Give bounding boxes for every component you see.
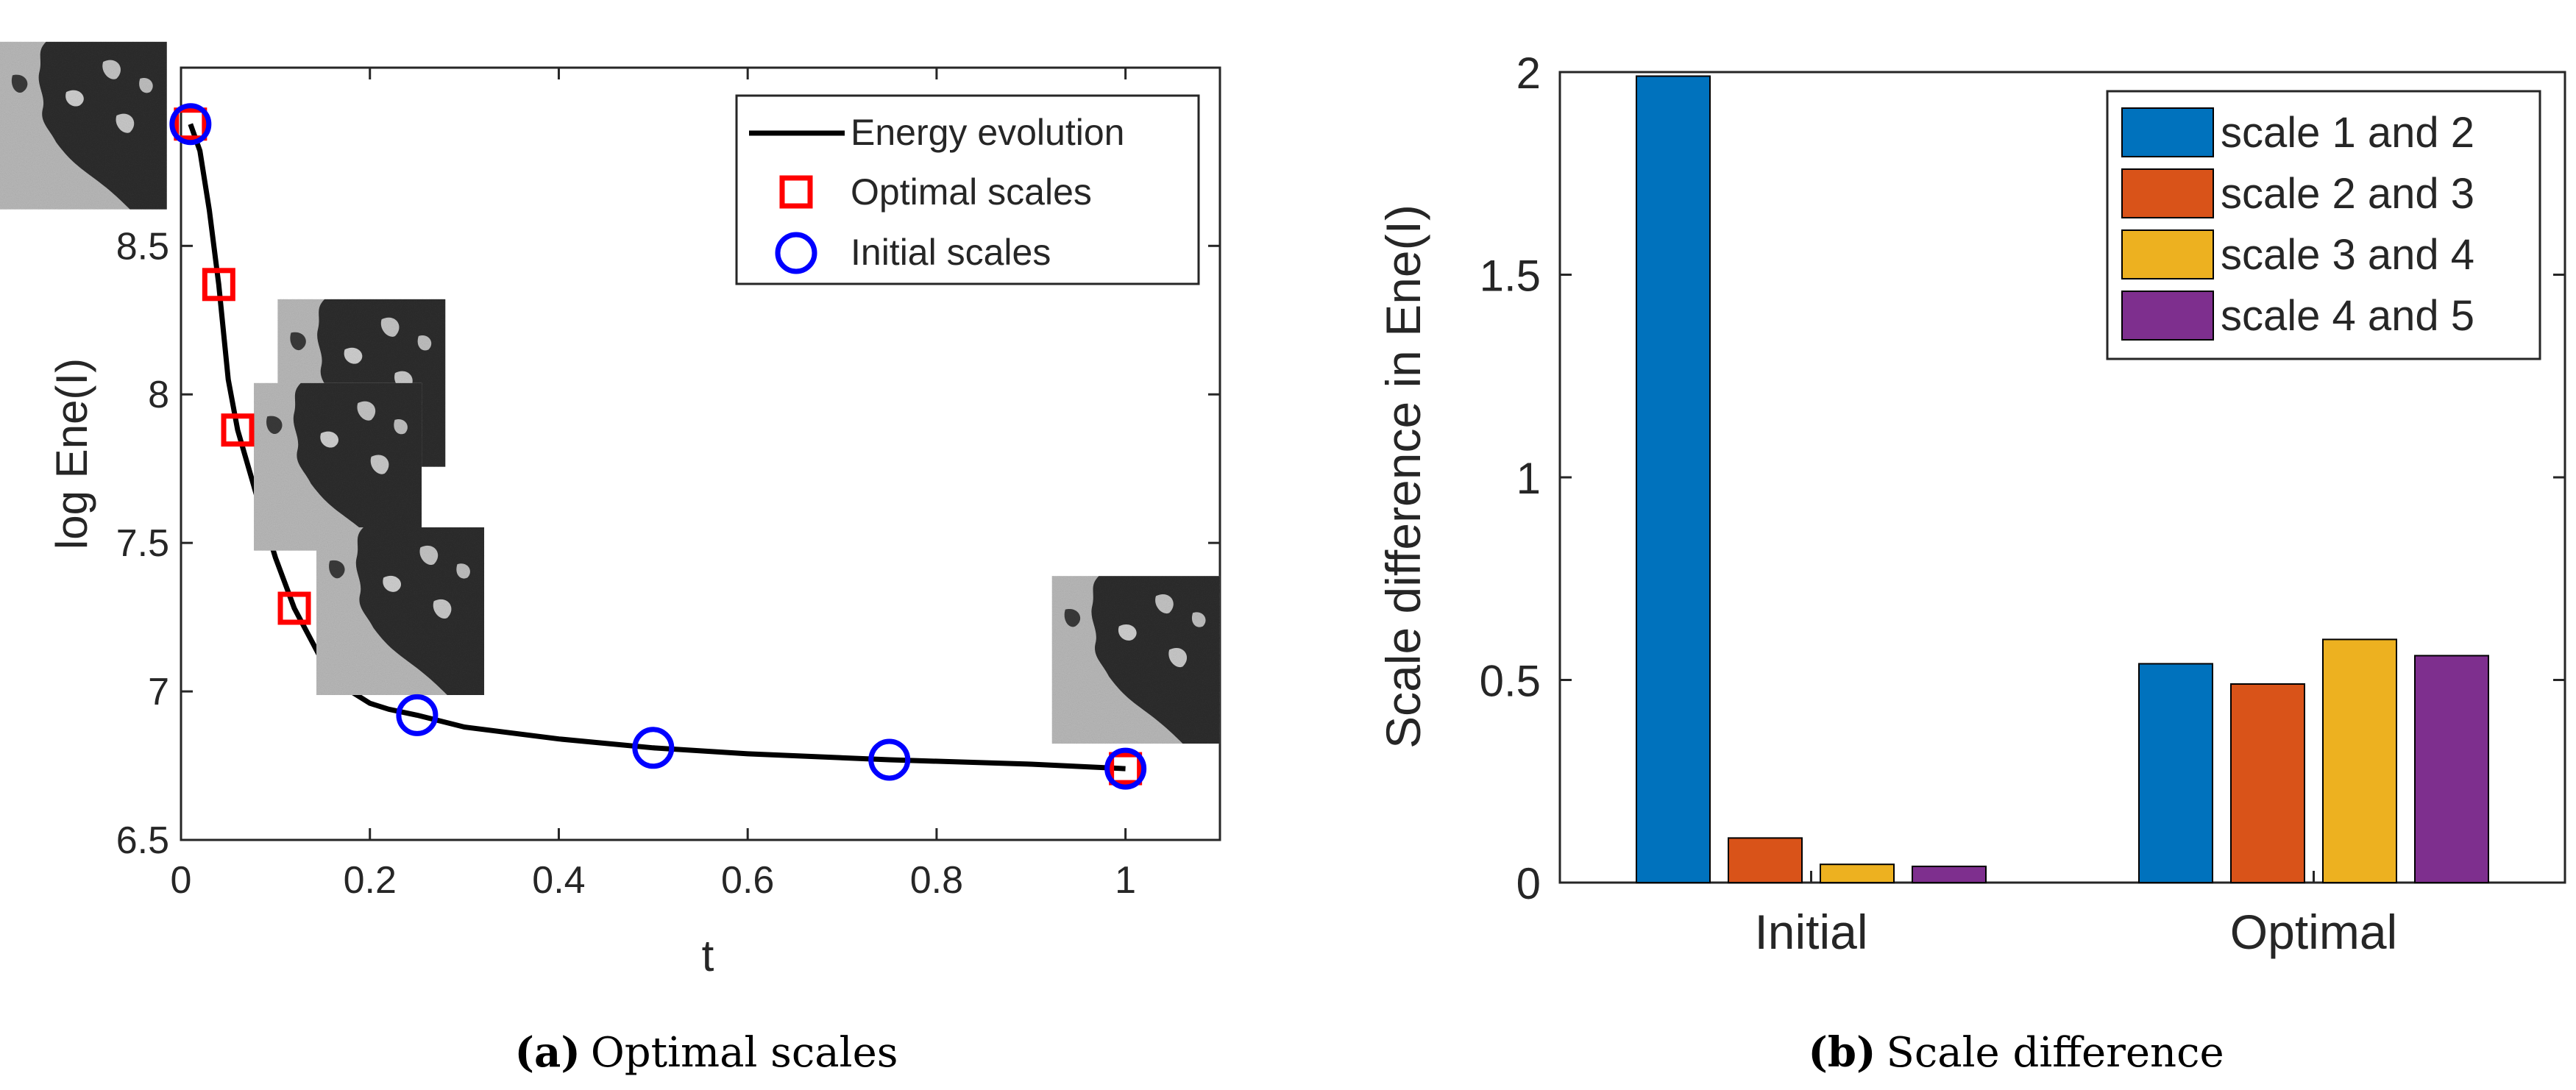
initial-scale-marker: [396, 694, 439, 736]
x-tick-label-a: 0.8: [910, 859, 963, 902]
initial-scale-marker: [169, 103, 212, 146]
y-tick-label-a: 6.5: [116, 819, 169, 862]
x-tick-label-a: 0.4: [532, 859, 585, 902]
bar: [1636, 75, 1711, 883]
bar: [2230, 683, 2305, 883]
caption-b: (b) Scale difference: [1808, 1028, 2224, 1077]
legend-swatch-b: [2121, 291, 2214, 341]
optimal-scale-marker: [221, 413, 255, 447]
caption-b-text: Scale difference: [1887, 1029, 2224, 1077]
axis-ticks-b: 0 0.5 1 1.5 2 Initial Optimal: [1480, 49, 2565, 959]
legend-label-b: scale 1 and 2: [2221, 109, 2474, 157]
thumbnail-scale-3: [254, 382, 422, 551]
optimal-scale-marker: [174, 107, 207, 141]
bar: [2414, 655, 2489, 883]
x-axis-label-a: t: [702, 931, 714, 980]
bar: [1820, 863, 1895, 883]
y-tick-label-b: 1: [1516, 454, 1541, 503]
bar: [2138, 663, 2213, 884]
markers-a: [169, 103, 1147, 790]
category-label: Optimal: [2230, 905, 2397, 959]
initial-scale-marker: [868, 738, 911, 781]
legend-label-initial: Initial scales: [851, 232, 1051, 273]
bar: [1728, 837, 1803, 884]
panel-a-line-chart: 0 0.2 0.4 0.6 0.8 1 6.5 7 7.5 8 8.5 Energy evoluti…: [0, 41, 1221, 1077]
optimal-scale-marker: [202, 268, 235, 302]
y-tick-label-a: 7: [148, 671, 169, 713]
legend-b: scale 1 and 2 scale 2 and 3 scale 3 and 4 s…: [2106, 90, 2541, 360]
y-tick-label-b: 0: [1516, 859, 1541, 908]
y-axis-label-b: Scale difference in Ene(I): [1376, 204, 1430, 749]
y-tick-label-b: 1.5: [1480, 252, 1541, 301]
x-tick-label-a: 1: [1115, 859, 1136, 902]
legend-swatch-optimal: [779, 175, 813, 209]
legend-label-optimal: Optimal scales: [851, 171, 1092, 213]
y-tick-label-a: 7.5: [116, 522, 169, 565]
caption-a-label: (a): [515, 1028, 581, 1077]
y-axis-label-a: log Ene(I): [47, 358, 96, 549]
legend-label-b: scale 4 and 5: [2221, 292, 2474, 340]
bars-b: [1636, 75, 2489, 884]
y-tick-label-b: 2: [1516, 49, 1541, 98]
legend-swatch-b: [2121, 229, 2214, 279]
legend-label-energy: Energy evolution: [851, 112, 1124, 153]
legend-swatch-b: [2121, 168, 2214, 218]
legend-label-b: scale 2 and 3: [2221, 170, 2474, 218]
y-tick-label-a: 8: [148, 374, 169, 416]
y-tick-label-a: 8.5: [116, 225, 169, 268]
x-tick-label-a: 0.6: [721, 859, 774, 902]
category-label: Initial: [1754, 905, 1867, 959]
legend-swatch-initial: [775, 232, 817, 274]
legend-label-b: scale 3 and 4: [2221, 231, 2474, 279]
optimal-scale-marker: [1109, 752, 1143, 786]
caption-a-text: Optimal scales: [591, 1029, 898, 1077]
caption-b-label: (b): [1808, 1028, 1876, 1077]
initial-scale-marker: [632, 727, 675, 769]
x-tick-label-a: 0.2: [344, 859, 397, 902]
thumbnail-scale-4: [316, 527, 485, 695]
thumbnail-scale-1: [0, 41, 167, 210]
y-tick-label-b: 0.5: [1480, 657, 1541, 706]
optimal-scale-marker: [277, 591, 311, 625]
legend-swatch-b: [2121, 107, 2214, 157]
initial-scale-marker: [1104, 747, 1147, 790]
thumbnail-scale-5: [1051, 576, 1220, 744]
bar: [2322, 638, 2397, 884]
bar: [1912, 865, 1987, 883]
caption-a: (a) Optimal scales: [515, 1028, 898, 1077]
legend-a: Energy evolution Optimal scales Initial …: [735, 94, 1200, 285]
x-tick-label-a: 0: [171, 859, 192, 902]
axis-ticks-a: 0 0.2 0.4 0.6 0.8 1 6.5 7 7.5 8 8.5: [116, 68, 1220, 902]
